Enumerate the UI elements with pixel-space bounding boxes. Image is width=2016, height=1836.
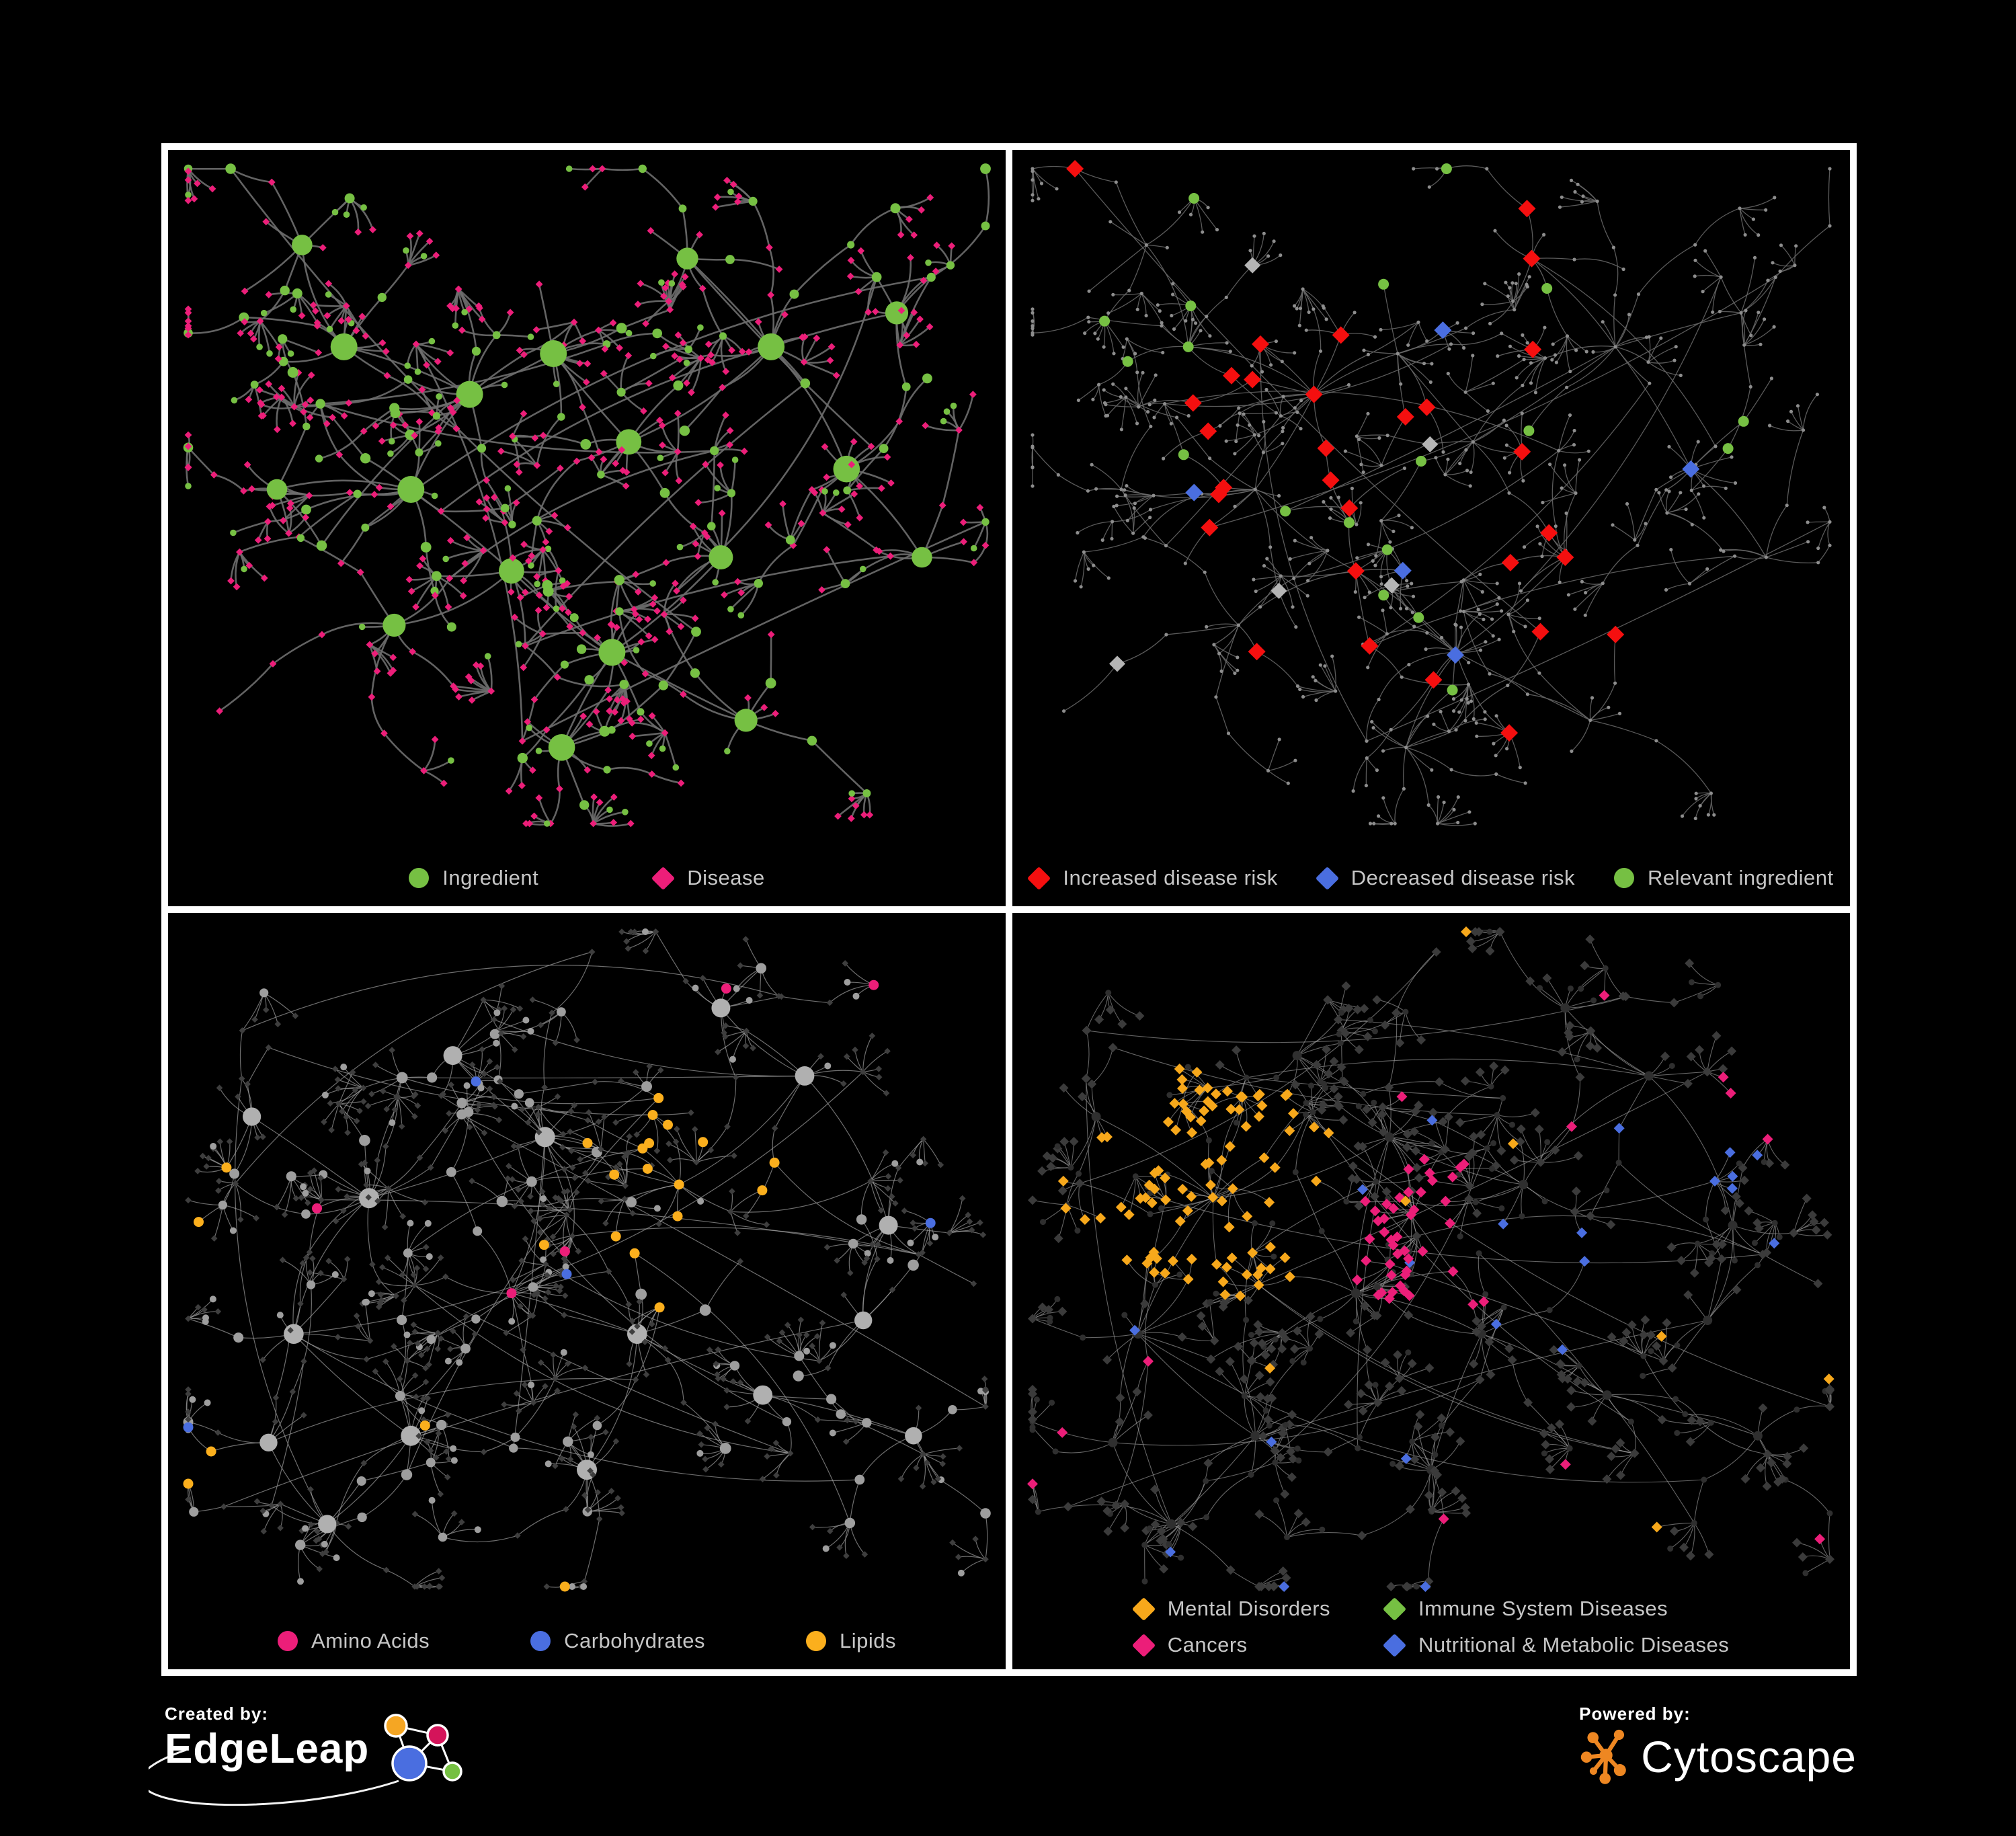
legend-label: Amino Acids bbox=[311, 1629, 430, 1652]
legend-label: Increased disease risk bbox=[1063, 866, 1278, 889]
powered-by-block: Powered by: Cytoscape bbox=[1579, 1704, 1857, 1788]
edgeleap-wordmark: EdgeLeap bbox=[165, 1726, 370, 1772]
legend-item-nutritional-metabolic-diseases: Nutritional & Metabolic Diseases bbox=[1382, 1633, 1730, 1657]
legend-label: Decreased disease risk bbox=[1350, 866, 1575, 889]
decreased-disease-risk-diamond-marker-icon bbox=[1315, 866, 1339, 890]
legend-nutrient-classes: Amino Acids Carbohydrates Lipids bbox=[168, 1629, 1006, 1653]
legend-label: Disease bbox=[687, 866, 765, 889]
legend-item-increased-disease-risk: Increased disease risk bbox=[1027, 866, 1278, 890]
legend-label: Lipids bbox=[839, 1629, 896, 1652]
legend-label: Nutritional & Metabolic Diseases bbox=[1418, 1633, 1730, 1657]
cytoscape-wordmark: Cytoscape bbox=[1641, 1732, 1857, 1782]
powered-by-label: Powered by: bbox=[1579, 1704, 1691, 1724]
legend-item-amino-acids: Amino Acids bbox=[278, 1629, 430, 1653]
network-graph-ingredient-disease bbox=[183, 163, 991, 828]
panel-disease-risk: Increased disease risk Decreased disease … bbox=[1012, 150, 1850, 906]
legend-label: Relevant ingredient bbox=[1648, 866, 1834, 889]
carbohydrates-circle-marker-icon bbox=[530, 1631, 551, 1651]
panel-ingredient-disease: Ingredient Disease bbox=[168, 150, 1006, 906]
legend-disease-classes: Mental Disorders Immune System Diseases Ca… bbox=[1012, 1597, 1850, 1657]
panel-nutrient-classes: Amino Acids Carbohydrates Lipids bbox=[168, 913, 1006, 1669]
legend-item-lipids: Lipids bbox=[805, 1629, 896, 1653]
lipids-circle-marker-icon bbox=[805, 1631, 826, 1651]
edgeleap-logo: EdgeLeap bbox=[149, 1714, 474, 1806]
legend-disease-risk: Increased disease risk Decreased disease … bbox=[1012, 866, 1850, 890]
cancers-diamond-marker-icon bbox=[1131, 1633, 1156, 1657]
legend-label: Carbohydrates bbox=[564, 1629, 705, 1652]
panel-disease-classes: Mental Disorders Immune System Diseases Ca… bbox=[1012, 913, 1850, 1669]
network-graph-disease-classes bbox=[1027, 926, 1834, 1592]
legend-label: Ingredient bbox=[442, 866, 539, 889]
edgeleap-logo-icon bbox=[384, 1714, 463, 1782]
disease-diamond-marker-icon bbox=[651, 866, 676, 890]
cytoscape-logo: Cytoscape bbox=[1579, 1726, 1857, 1788]
legend-item-disease: Disease bbox=[651, 866, 765, 890]
relevant-ingredient-circle-marker-icon bbox=[1614, 868, 1634, 888]
increased-disease-risk-diamond-marker-icon bbox=[1027, 866, 1051, 890]
created-by-block: Created by: EdgeLeap bbox=[149, 1704, 474, 1806]
network-graph-disease-risk bbox=[1031, 160, 1832, 826]
legend-label: Cancers bbox=[1167, 1633, 1248, 1657]
legend-label: Mental Disorders bbox=[1167, 1597, 1331, 1620]
nutritional-metabolic-diseases-diamond-marker-icon bbox=[1382, 1633, 1407, 1657]
legend-label: Immune System Diseases bbox=[1418, 1597, 1668, 1620]
mental-disorders-diamond-marker-icon bbox=[1131, 1597, 1156, 1621]
immune-system-diseases-diamond-marker-icon bbox=[1382, 1597, 1407, 1621]
ingredient-circle-marker-icon bbox=[409, 868, 430, 888]
legend-item-cancers: Cancers bbox=[1131, 1633, 1330, 1657]
legend-item-relevant-ingredient: Relevant ingredient bbox=[1614, 866, 1834, 890]
legend-item-mental-disorders: Mental Disorders bbox=[1131, 1597, 1331, 1621]
cytoscape-logo-icon bbox=[1580, 1729, 1626, 1784]
created-by-label: Created by: bbox=[165, 1704, 269, 1724]
legend-item-decreased-disease-risk: Decreased disease risk bbox=[1315, 866, 1575, 890]
legend-ingredient-disease: Ingredient Disease bbox=[168, 866, 1006, 890]
legend-item-immune-system-diseases: Immune System Diseases bbox=[1382, 1597, 1729, 1621]
legend-item-carbohydrates: Carbohydrates bbox=[530, 1629, 705, 1653]
network-graph-nutrient-classes bbox=[183, 928, 991, 1592]
legend-item-ingredient: Ingredient bbox=[409, 866, 538, 890]
amino-acids-circle-marker-icon bbox=[278, 1631, 298, 1651]
panel-grid: Ingredient Disease Increased disease risk… bbox=[161, 143, 1857, 1676]
